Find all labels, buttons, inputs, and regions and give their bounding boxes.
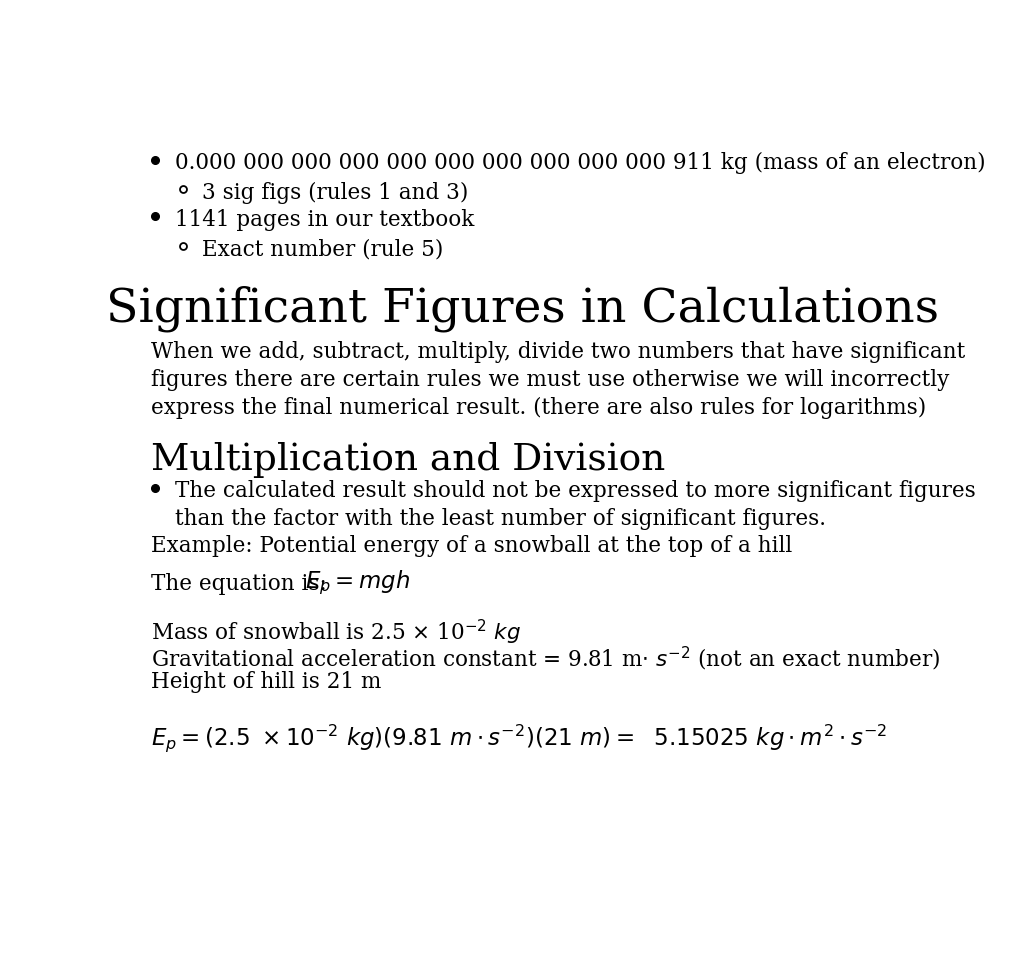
Text: Mass of snowball is 2.5 $\times$ 10$^{-2}$ $kg$: Mass of snowball is 2.5 $\times$ 10$^{-2… [151,618,521,647]
Text: Height of hill is 21 m: Height of hill is 21 m [151,671,381,693]
Text: than the factor with the least number of significant figures.: than the factor with the least number of… [175,509,825,531]
Text: The equation is:: The equation is: [151,573,340,595]
Text: $E_p = mgh$: $E_p = mgh$ [305,569,411,597]
Text: When we add, subtract, multiply, divide two numbers that have significant: When we add, subtract, multiply, divide … [151,341,965,363]
Text: 0.000 000 000 000 000 000 000 000 000 000 911 kg (mass of an electron): 0.000 000 000 000 000 000 000 000 000 00… [175,153,985,175]
Text: $E_p = (2.5\ \times 10^{-2}\ kg)(9.81\ m \cdot s^{-2})(21\ m) =\ \ 5.15025\ kg \: $E_p = (2.5\ \times 10^{-2}\ kg)(9.81\ m… [151,723,888,755]
Text: Significant Figures in Calculations: Significant Figures in Calculations [106,285,938,332]
Text: express the final numerical result. (there are also rules for logarithms): express the final numerical result. (the… [151,396,926,419]
Text: 1141 pages in our textbook: 1141 pages in our textbook [175,209,474,231]
Text: figures there are certain rules we must use otherwise we will incorrectly: figures there are certain rules we must … [151,369,950,391]
Text: The calculated result should not be expressed to more significant figures: The calculated result should not be expr… [175,480,975,502]
Text: Gravitational acceleration constant = 9.81 m$\cdot$ $s^{-2}$ (not an exact numbe: Gravitational acceleration constant = 9.… [151,644,941,673]
Text: Example: Potential energy of a snowball at the top of a hill: Example: Potential energy of a snowball … [151,535,793,557]
Text: 3 sig figs (rules 1 and 3): 3 sig figs (rules 1 and 3) [203,181,469,204]
Text: Exact number (rule 5): Exact number (rule 5) [203,239,443,261]
Text: Multiplication and Division: Multiplication and Division [151,442,665,478]
